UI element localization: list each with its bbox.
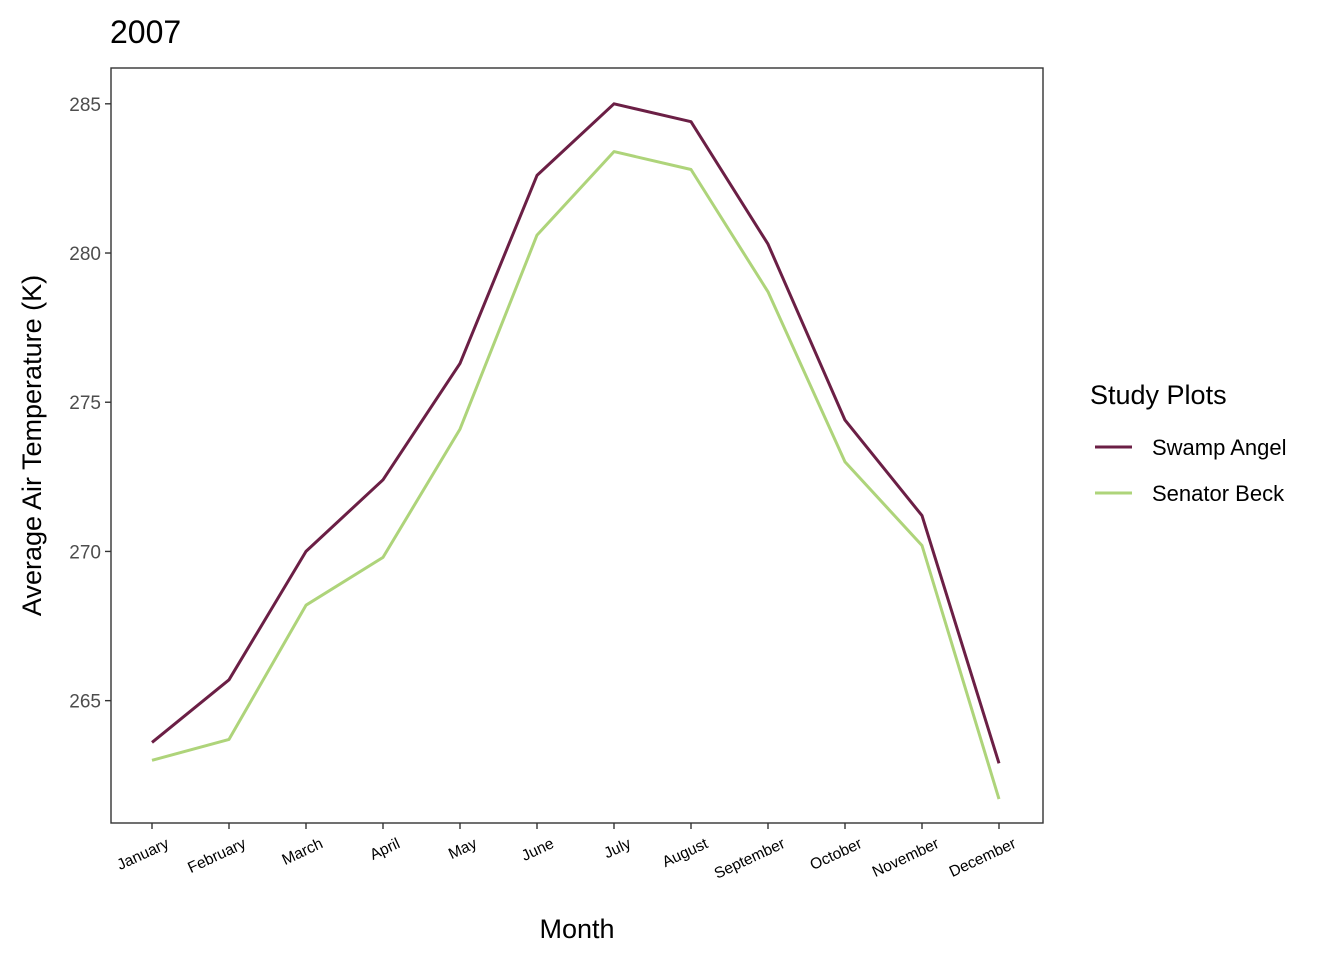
series-line-senator-beck <box>151 150 1001 800</box>
y-axis-title: Average Air Temperature (K) <box>17 275 47 616</box>
x-axis-title: Month <box>539 914 614 944</box>
x-tick-label: December <box>947 835 1019 881</box>
plot-panel <box>110 67 1044 824</box>
y-tick-label: 285 <box>69 95 101 116</box>
series-line-swamp-angel <box>151 102 1001 764</box>
x-tick-label: September <box>712 835 788 882</box>
x-tick-label: January <box>115 835 172 874</box>
y-tick-label: 270 <box>69 542 101 563</box>
y-axis: 265 270 275 280 285 <box>69 95 111 713</box>
x-tick-label: November <box>870 835 942 881</box>
x-tick-label: April <box>367 835 402 864</box>
series-layer <box>151 102 1001 800</box>
legend-label: Senator Beck <box>1152 481 1285 506</box>
x-tick-label: May <box>446 835 480 863</box>
x-tick-label: June <box>519 835 557 865</box>
legend-label: Swamp Angel <box>1152 435 1287 460</box>
x-tick-label: February <box>185 835 249 877</box>
legend: Study Plots Swamp Angel Senator Beck <box>1090 380 1287 506</box>
x-tick-label: July <box>602 835 634 862</box>
x-tick-label: August <box>660 835 712 871</box>
y-tick-label: 280 <box>69 244 101 265</box>
legend-item: Senator Beck <box>1095 481 1285 506</box>
x-axis: January February March April May June July Augu… <box>115 823 1019 883</box>
x-tick-label: October <box>808 835 865 874</box>
y-tick-label: 275 <box>69 393 101 414</box>
legend-item: Swamp Angel <box>1095 435 1287 460</box>
legend-title: Study Plots <box>1090 380 1227 410</box>
chart-title: 2007 <box>110 14 181 50</box>
x-tick-label: March <box>279 835 325 869</box>
legend-items: Swamp Angel Senator Beck <box>1095 435 1287 506</box>
y-tick-label: 265 <box>69 692 101 713</box>
